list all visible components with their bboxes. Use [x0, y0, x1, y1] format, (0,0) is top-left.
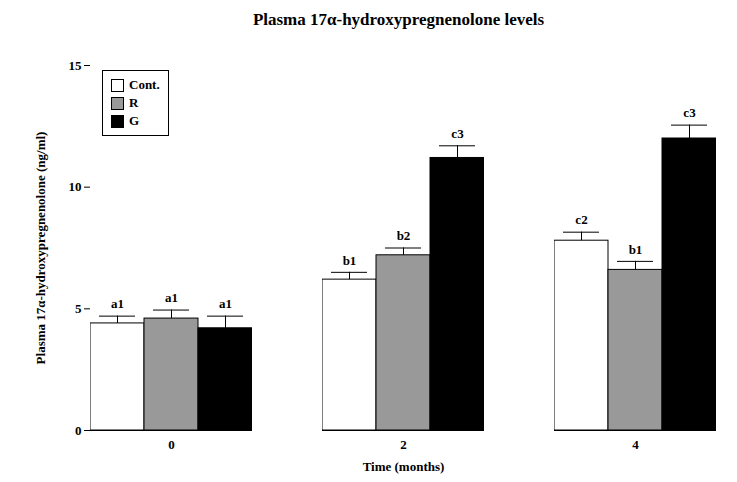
svg-text:0: 0: [75, 423, 82, 438]
svg-text:2: 2: [400, 437, 407, 452]
svg-text:Plasma 17α-hydroxypregnenolone: Plasma 17α-hydroxypregnenolone (ng/ml): [33, 132, 48, 365]
svg-text:b2: b2: [397, 228, 411, 243]
html-text:Cont.: Cont.: [129, 77, 160, 92]
svg-text:b1: b1: [343, 252, 357, 267]
svg-text:c3: c3: [451, 126, 464, 141]
svg-text:b1: b1: [629, 242, 643, 257]
svg-text:0: 0: [168, 437, 175, 452]
svg-text:a1: a1: [111, 296, 124, 311]
html-text:R: R: [129, 95, 139, 110]
svg-text:c3: c3: [683, 105, 696, 120]
svg-text:10: 10: [69, 179, 82, 194]
svg-text:c2: c2: [575, 212, 587, 227]
svg-text:4: 4: [632, 437, 639, 452]
html-text:Plasma 17α-hydroxypregnenolone: Plasma 17α-hydroxypregnenolone levels: [252, 10, 545, 29]
svg-text:Time (months): Time (months): [363, 459, 445, 474]
svg-text:a1: a1: [219, 296, 232, 311]
svg-text:15: 15: [69, 58, 83, 73]
html-text:G: G: [129, 113, 140, 128]
svg-text:5: 5: [75, 301, 82, 316]
svg-text:a1: a1: [165, 290, 178, 305]
